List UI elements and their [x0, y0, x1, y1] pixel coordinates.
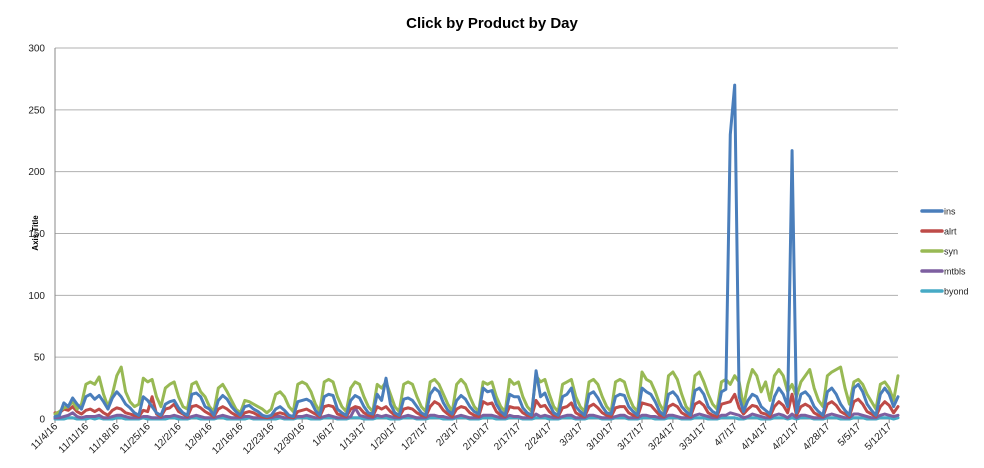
x-tick-label: 12/30/16: [272, 421, 308, 457]
y-tick-label: 200: [28, 167, 45, 178]
y-tick-label: 250: [28, 105, 45, 116]
axes: [54, 48, 898, 423]
x-tick-label: 12/23/16: [241, 421, 277, 457]
y-tick-labels: 0 50 100 150 200 250 300: [28, 44, 45, 426]
x-tick-label: 1/6/17: [311, 421, 339, 449]
x-tick-label: 4/7/17: [712, 421, 740, 449]
x-tick-label: 3/24/17: [647, 421, 679, 453]
legend-label-ins: ins: [944, 207, 956, 217]
x-tick-label: 3/31/17: [678, 421, 710, 453]
y-tick-label: 0: [39, 415, 45, 426]
x-tick-label: 4/14/17: [739, 421, 771, 453]
x-tick-label: 2/3/17: [434, 421, 462, 449]
y-tick-label: 150: [28, 229, 45, 240]
gridlines: [55, 47, 898, 420]
x-tick-label: 11/11/16: [57, 421, 92, 456]
legend-label-syn: syn: [944, 247, 958, 257]
series-line-ins: [53, 83, 900, 419]
x-tick-label: 1/27/17: [399, 421, 431, 453]
x-tick-label: 1/20/17: [369, 421, 401, 453]
x-tick-label: 1/13/17: [338, 421, 370, 453]
x-tick-label: 12/2/16: [152, 421, 184, 453]
series-line-syn: [53, 365, 900, 416]
legend-label-byond: byond: [944, 287, 969, 297]
x-tick-label: 4/21/17: [770, 421, 802, 453]
x-tick-label: 12/16/16: [210, 421, 246, 457]
legend-label-mtbls: mtbls: [944, 267, 966, 277]
series-line-alrt: [53, 392, 900, 420]
x-tick-label: 2/10/17: [461, 421, 493, 453]
x-tick-label: 3/17/17: [616, 421, 648, 453]
chart-title: Click by Product by Day: [406, 15, 578, 32]
legend: ins alrt syn mtbls byond: [920, 207, 969, 297]
x-tick-label: 5/12/17: [863, 421, 895, 453]
x-tick-label: 3/3/17: [558, 421, 586, 449]
y-tick-label: 300: [28, 44, 45, 55]
x-tick-label: 11/25/16: [118, 421, 153, 456]
series-lines: [53, 83, 900, 421]
y-tick-label: 50: [34, 353, 46, 364]
y-tick-label: 100: [28, 291, 45, 302]
x-tick-label: 5/5/17: [836, 421, 864, 449]
x-tick-label: 2/24/17: [523, 421, 555, 453]
x-tick-label: 2/17/17: [492, 421, 524, 453]
series-line-mtbls: [53, 406, 900, 420]
x-tick-label: 11/18/16: [87, 421, 122, 456]
x-tick-label: 4/28/17: [801, 421, 833, 453]
x-tick-label: 3/10/17: [585, 421, 617, 453]
y-axis-title: Axis Title: [31, 215, 40, 251]
legend-label-alrt: alrt: [944, 227, 957, 237]
